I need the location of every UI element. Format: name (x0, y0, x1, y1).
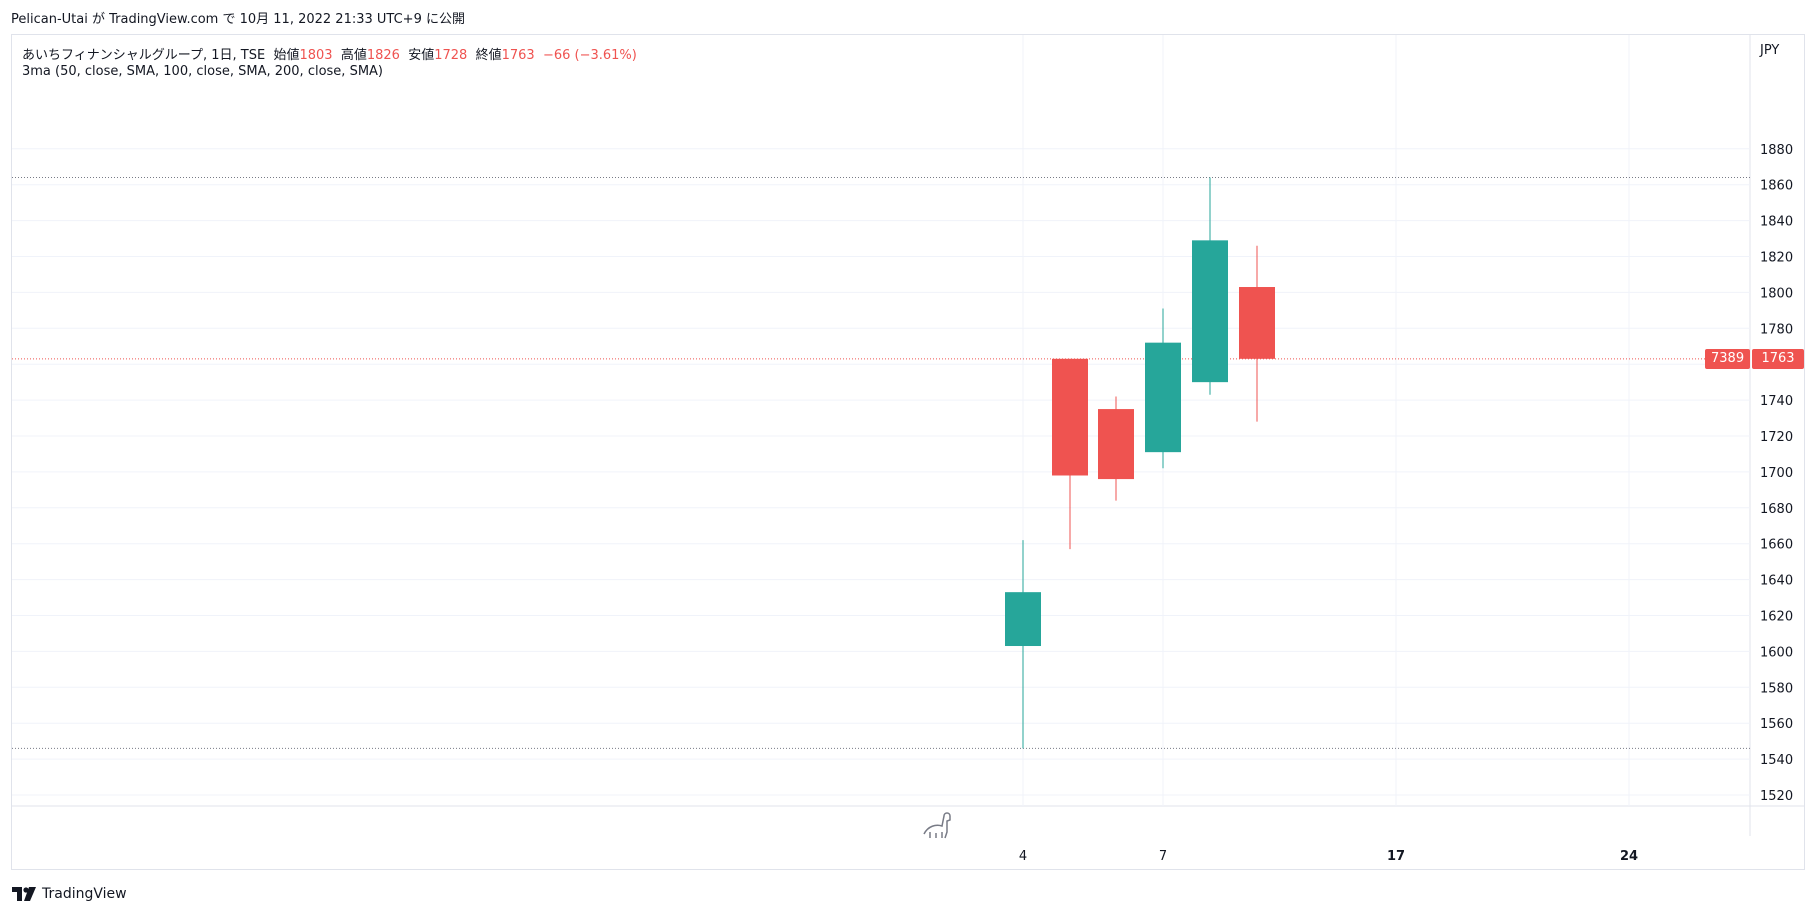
candle-body (1005, 592, 1041, 647)
y-tick-label: 1860 (1760, 179, 1793, 194)
y-tick-label: 1580 (1760, 681, 1793, 696)
currency-label[interactable]: JPY (1760, 43, 1780, 58)
low-value: 1728 (434, 48, 468, 63)
chart-frame[interactable] (11, 34, 1805, 870)
y-tick-label: 1560 (1760, 717, 1793, 732)
symbol-name: あいちフィナンシャルグループ, 1日, TSE (22, 48, 266, 63)
high-value: 1826 (366, 48, 400, 63)
close-value: 1763 (501, 48, 535, 63)
y-tick-label: 1520 (1760, 789, 1793, 804)
change-value: −66 (−3.61%) (542, 48, 637, 63)
low-label: 安値 (408, 48, 435, 63)
candle-body (1052, 358, 1088, 476)
tradingview-logo-icon (12, 887, 36, 901)
x-tick-label: 24 (1620, 849, 1638, 864)
y-tick-label: 1780 (1760, 322, 1793, 337)
candle-body (1192, 240, 1228, 383)
dinosaur-icon[interactable] (923, 812, 951, 839)
y-tick-label: 1660 (1760, 538, 1793, 553)
y-tick-label: 1820 (1760, 251, 1793, 266)
y-tick-label: 1880 (1760, 143, 1793, 158)
high-label: 高値 (340, 48, 367, 63)
last-price-badge: 1763 (1752, 348, 1804, 369)
y-tick-label: 1720 (1760, 430, 1793, 445)
countdown-badge: 7389 (1705, 348, 1751, 369)
y-tick-label: 1600 (1760, 645, 1793, 660)
y-tick-label: 1700 (1760, 466, 1793, 481)
indicator-legend[interactable]: 3ma (50, close, SMA, 100, close, SMA, 20… (22, 64, 383, 79)
close-label: 終値 (475, 48, 502, 63)
y-tick-label: 1540 (1760, 753, 1793, 768)
x-tick-label: 4 (1019, 849, 1027, 864)
publish-info: Pelican-Utai が TradingView.com で 10月 11,… (11, 12, 465, 27)
y-tick-label: 1840 (1760, 215, 1793, 230)
brand-name: TradingView (42, 886, 127, 902)
candle-body (1098, 409, 1134, 480)
candle-body (1239, 287, 1275, 359)
x-tick-label: 17 (1387, 849, 1405, 864)
symbol-legend: あいちフィナンシャルグループ, 1日, TSE 始値1803 高値1826 安値… (22, 44, 637, 63)
y-tick-label: 1640 (1760, 574, 1793, 589)
x-tick-label: 7 (1159, 849, 1167, 864)
y-tick-label: 1740 (1760, 394, 1793, 409)
open-label: 始値 (273, 48, 300, 63)
y-tick-label: 1680 (1760, 502, 1793, 517)
candle-body (1145, 342, 1181, 453)
y-tick-label: 1800 (1760, 286, 1793, 301)
tradingview-logo[interactable]: TradingView (12, 886, 127, 902)
y-tick-label: 1620 (1760, 610, 1793, 625)
open-value: 1803 (299, 48, 333, 63)
